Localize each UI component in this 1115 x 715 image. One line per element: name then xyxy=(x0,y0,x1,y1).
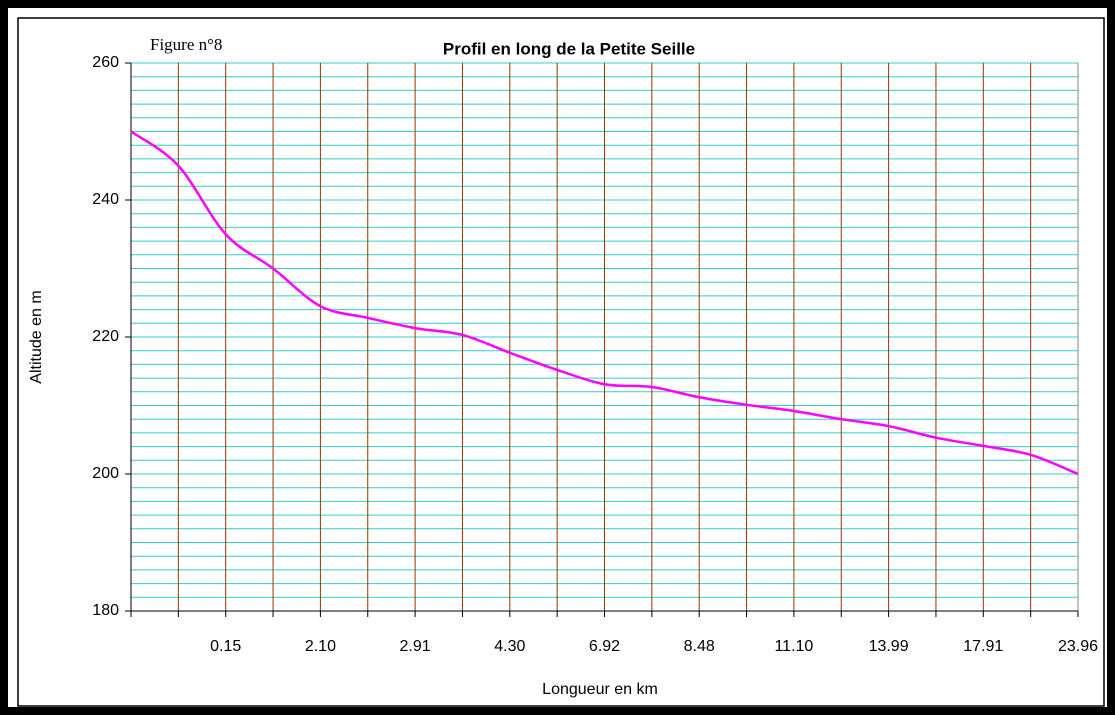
x-tick-label: 0.15 xyxy=(210,638,241,655)
y-axis-label: Altitude en m xyxy=(28,290,45,383)
x-tick-label: 2.91 xyxy=(400,638,431,655)
x-tick-label: 4.30 xyxy=(494,638,525,655)
y-tick-label: 180 xyxy=(92,602,119,619)
y-tick-label: 200 xyxy=(92,465,119,482)
x-tick-label: 17.91 xyxy=(963,638,1003,655)
x-axis-label: Longueur en km xyxy=(542,681,658,698)
chart-frame xyxy=(17,17,1105,707)
data-line xyxy=(130,130,1079,476)
x-tick-label: 23.96 xyxy=(1058,638,1098,655)
y-tick-label: 220 xyxy=(92,328,119,345)
figure-label: Figure n°8 xyxy=(150,35,222,54)
y-tick-label: 260 xyxy=(92,54,119,71)
x-tick-label: 13.99 xyxy=(869,638,909,655)
y-tick-label: 240 xyxy=(92,191,119,208)
x-tick-label: 11.10 xyxy=(774,638,813,655)
chart-title: Profil en long de la Petite Seille xyxy=(443,39,695,58)
x-tick-label: 8.48 xyxy=(684,638,715,655)
x-tick-label: 2.10 xyxy=(305,638,336,655)
x-tick-label: 6.92 xyxy=(589,638,620,655)
